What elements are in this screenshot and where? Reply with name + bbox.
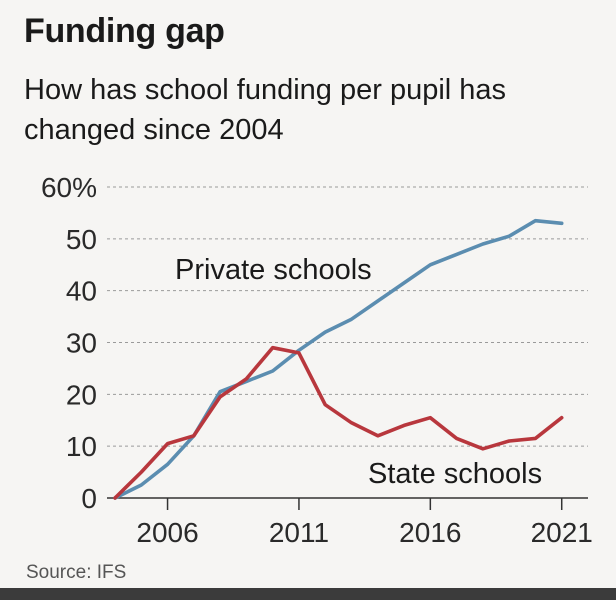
source-note: Source: IFS: [26, 562, 127, 583]
y-tick-label: 50: [66, 224, 97, 255]
x-tick-label: 2016: [399, 517, 461, 548]
series-line-private-schools: [113, 218, 564, 500]
x-tick-label: 2021: [531, 517, 593, 548]
y-tick-label: 40: [66, 276, 97, 307]
chart-title: Funding gap: [24, 12, 225, 50]
axes: 0 10 20 30 40 50 60% 2006 2011 2016 2021: [41, 172, 593, 548]
label-state-schools: State schools: [368, 458, 542, 490]
x-tick-label: 2006: [136, 517, 198, 548]
series-lines: [113, 218, 564, 500]
x-tick-label: 2011: [269, 517, 329, 548]
chart-subtitle: How has school funding per pupil has cha…: [24, 74, 507, 146]
gridlines: [107, 186, 588, 447]
label-private-schools: Private schools: [175, 254, 372, 286]
y-tick-label: 60%: [41, 172, 97, 203]
y-tick-label: 20: [66, 379, 97, 410]
series-labels: Private schools State schools: [175, 254, 542, 490]
bottom-bar: [0, 588, 616, 600]
y-tick-label: 10: [66, 431, 97, 462]
y-tick-label: 0: [81, 483, 97, 514]
series-line-state-schools: [113, 345, 564, 500]
y-tick-label: 30: [66, 328, 97, 359]
